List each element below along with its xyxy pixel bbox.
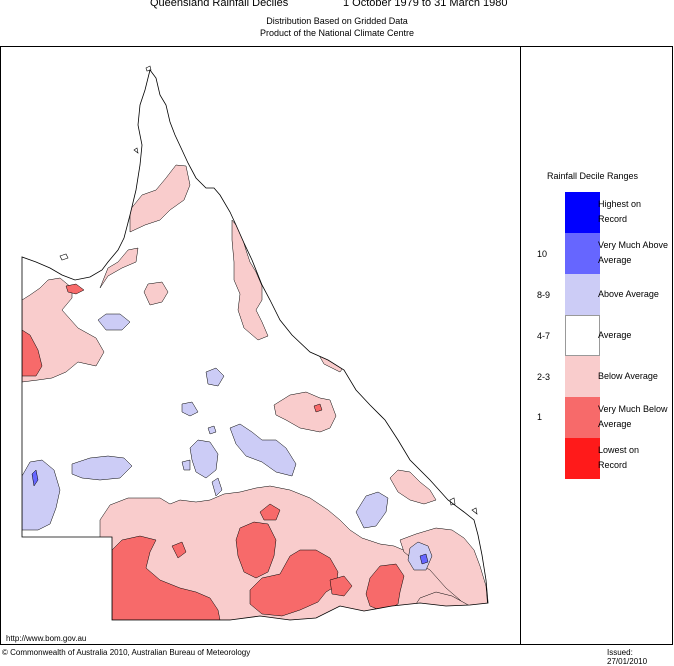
legend-label-below: Below Average [598, 371, 658, 381]
map-title: Queensland Rainfall Deciles [150, 0, 289, 9]
map-subtitle-1: Distribution Based on Gridded Data [266, 16, 408, 26]
legend-title: Rainfall Decile Ranges [547, 171, 639, 181]
legend-swatch-below [565, 356, 600, 397]
legend-range-4-7: 4-7 [537, 331, 551, 341]
header: Queensland Rainfall Deciles 1 October 19… [0, 0, 674, 48]
legend-swatch-very-much-above [565, 233, 600, 274]
legend-swatch-lowest [565, 438, 600, 479]
above-average-regions [22, 313, 433, 571]
legend-swatch-highest [565, 192, 600, 233]
legend-label-very-much-above: Very Much Above Average [598, 240, 669, 265]
legend-swatch-average [565, 315, 600, 356]
legend-range-10: 10 [537, 249, 548, 259]
legend-range-8-9: 8-9 [537, 290, 551, 300]
legend-label-above: Above Average [598, 289, 659, 299]
map-frame [0, 46, 673, 645]
legend-swatch-above [565, 274, 600, 315]
copyright-notice: © Commonwealth of Australia 2010, Austra… [2, 648, 251, 657]
below-average-regions [22, 164, 488, 620]
islands [59, 65, 478, 515]
legend-label-highest: Highest on Record [598, 199, 642, 224]
legend-swatch-very-much-below [565, 397, 600, 438]
legend-range-1: 1 [537, 412, 543, 422]
legend-divider [520, 46, 521, 645]
legend-label-very-much-below: Very Much Below Average [598, 404, 668, 429]
legend-range-2-3: 2-3 [537, 372, 551, 382]
very-much-above-average-regions [31, 469, 429, 565]
legend-label-lowest: Lowest on Record [598, 445, 640, 470]
map-subtitle-2: Product of the National Climate Centre [259, 28, 415, 38]
map-period: 1 October 1979 to 31 March 1980 [343, 0, 508, 9]
legend-label-average: Average [598, 330, 632, 340]
source-url[interactable]: http://www.bom.gov.au [6, 634, 87, 643]
very-much-below-average-regions [22, 283, 405, 620]
issued-date: Issued: 27/01/2010 [607, 648, 648, 666]
